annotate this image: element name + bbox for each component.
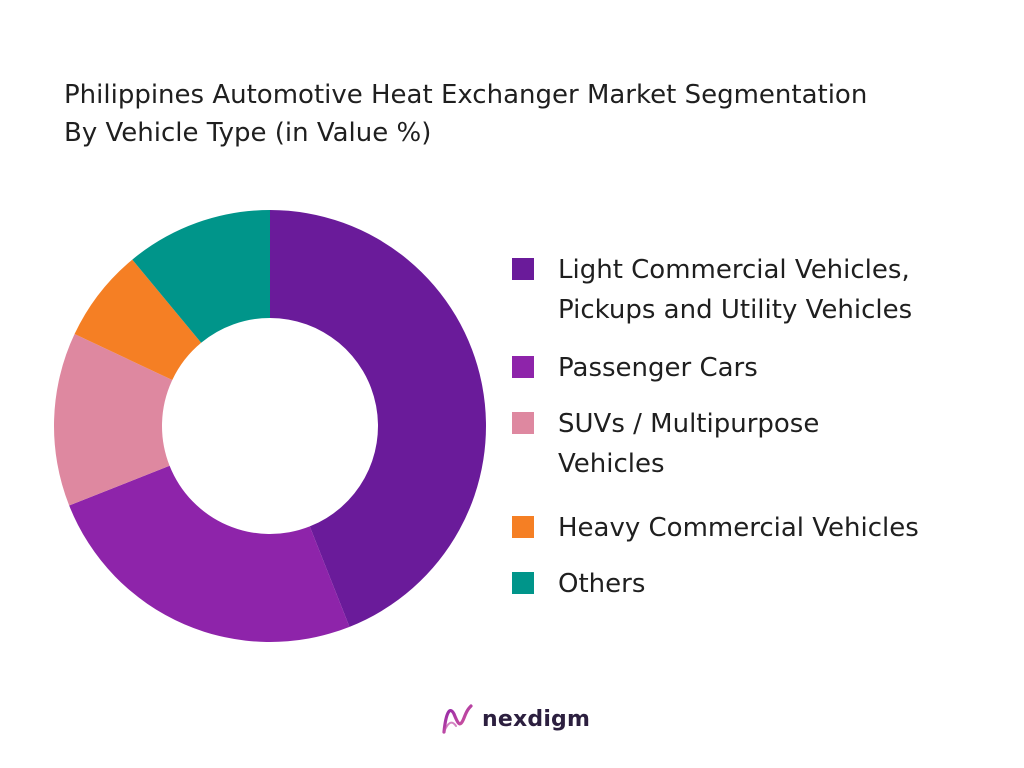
donut-slice-4 bbox=[132, 210, 270, 343]
donut-slice-2 bbox=[54, 334, 173, 506]
brand-name: nexdigm bbox=[482, 706, 591, 732]
chart-title: Philippines Automotive Heat Exchanger Ma… bbox=[64, 76, 984, 152]
legend-label: Passenger Cars bbox=[558, 353, 758, 383]
legend-label: Others bbox=[558, 569, 646, 599]
chart-title-line-1: Philippines Automotive Heat Exchanger Ma… bbox=[64, 80, 868, 110]
brand-logo: nexdigm bbox=[440, 702, 590, 736]
legend-item-4: Others bbox=[512, 564, 998, 604]
legend-label: Heavy Commercial Vehicles bbox=[558, 513, 919, 543]
legend-item-3: Heavy Commercial Vehicles bbox=[512, 508, 998, 548]
donut-slice-1 bbox=[69, 465, 350, 642]
legend-swatch bbox=[512, 516, 534, 538]
legend-swatch bbox=[512, 258, 534, 280]
donut-slice-3 bbox=[74, 259, 202, 381]
legend-item-1: Passenger Cars bbox=[512, 348, 998, 388]
legend-label: SUVs / Multipurpose Vehicles bbox=[558, 409, 820, 479]
legend-item-2: SUVs / Multipurpose Vehicles bbox=[512, 404, 998, 484]
legend-item-0: Light Commercial Vehicles, Pickups and U… bbox=[512, 250, 998, 330]
legend-swatch bbox=[512, 572, 534, 594]
nexdigm-logo-icon bbox=[442, 704, 473, 734]
legend-swatch bbox=[512, 356, 534, 378]
donut-slice-0 bbox=[270, 210, 487, 627]
legend-label: Light Commercial Vehicles, Pickups and U… bbox=[558, 255, 913, 325]
chart-title-line-2: By Vehicle Type (in Value %) bbox=[64, 118, 432, 148]
legend-swatch bbox=[512, 412, 534, 434]
